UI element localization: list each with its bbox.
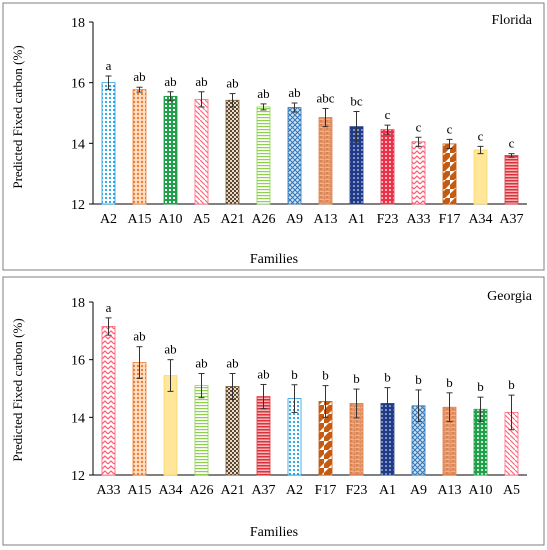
significance-letter: b xyxy=(384,370,391,385)
significance-letter: a xyxy=(106,58,112,73)
x-tick-label: A1 xyxy=(379,483,396,498)
x-tick-label: F17 xyxy=(439,212,461,227)
significance-letter: b xyxy=(322,368,329,383)
significance-letter: ab xyxy=(133,69,145,84)
x-tick-label: A37 xyxy=(499,212,523,227)
y-tick-label: 16 xyxy=(71,77,85,92)
significance-letter: ab xyxy=(226,356,238,371)
significance-letter: b xyxy=(415,372,422,387)
bar-a13 xyxy=(318,117,333,205)
bar-a10 xyxy=(163,95,178,205)
x-tick-label: A10 xyxy=(468,483,492,498)
x-tick-label: A2 xyxy=(100,212,117,227)
x-tick-label: A34 xyxy=(158,483,182,498)
significance-letter: ab xyxy=(195,74,207,89)
x-tick-label: A15 xyxy=(127,483,151,498)
y-tick-label: 18 xyxy=(71,296,85,311)
x-tick-label: A26 xyxy=(189,483,213,498)
bar-a15 xyxy=(132,89,147,205)
x-axis-label: Families xyxy=(250,525,298,540)
significance-letter: b xyxy=(446,375,453,390)
significance-letter: b xyxy=(353,371,360,386)
georgia-panel: Georgia Predicted Fixed carbon (%) Famil… xyxy=(2,276,545,546)
x-tick-label: F23 xyxy=(377,212,399,227)
bar-a5 xyxy=(194,98,209,205)
bar-a21 xyxy=(225,99,240,205)
significance-letter: ab xyxy=(164,342,176,357)
x-tick-label: A13 xyxy=(437,483,461,498)
significance-letter: b xyxy=(291,367,298,382)
panel-title: Georgia xyxy=(487,289,533,304)
y-axis-label: Predicted Fixed carbon (%) xyxy=(10,45,25,188)
y-tick-label: 12 xyxy=(71,198,85,213)
x-tick-label: A33 xyxy=(96,483,120,498)
plot-area: 12 14 16 18 a A2 ab A15 ab A10 ab A5 ab A21 ab A26 ab A9 a… xyxy=(71,16,527,227)
significance-letter: ab xyxy=(195,356,207,371)
y-tick-label: 14 xyxy=(71,411,85,426)
y-tick-label: 16 xyxy=(71,354,85,369)
x-tick-label: A37 xyxy=(251,483,275,498)
panel-title: Florida xyxy=(492,13,533,28)
y-axis-label: Predicted Fixed carbon (%) xyxy=(10,318,25,461)
florida-panel: Florida Predicted Fixed carbon (%) Famil… xyxy=(2,2,545,271)
x-tick-label: A10 xyxy=(158,212,182,227)
bar-a26 xyxy=(194,385,209,476)
x-tick-label: A9 xyxy=(410,483,427,498)
bar-a15 xyxy=(132,362,147,476)
x-tick-label: A26 xyxy=(251,212,275,227)
x-tick-label: A13 xyxy=(313,212,337,227)
x-tick-label: A2 xyxy=(286,483,303,498)
bar-a33 xyxy=(411,141,426,205)
x-tick-label: A9 xyxy=(286,212,303,227)
bar-f23 xyxy=(380,129,395,205)
x-tick-label: A34 xyxy=(468,212,492,227)
significance-letter: ab xyxy=(164,74,176,89)
x-tick-label: A21 xyxy=(220,483,244,498)
y-tick-label: 12 xyxy=(71,469,85,484)
significance-letter: ab xyxy=(257,86,269,101)
significance-letter: c xyxy=(447,121,453,136)
x-tick-label: F23 xyxy=(346,483,368,498)
significance-letter: ab xyxy=(226,76,238,91)
x-tick-label: F17 xyxy=(315,483,337,498)
x-axis-label: Families xyxy=(250,252,298,267)
significance-letter: ab xyxy=(133,329,145,344)
bar-a33 xyxy=(101,326,116,476)
plot-area: 12 14 16 18 a A33 ab A15 ab A34 ab A26 ab A21 ab A37 b A2… xyxy=(71,296,527,498)
significance-letter: c xyxy=(416,119,422,134)
x-tick-label: A5 xyxy=(193,212,210,227)
x-tick-label: A5 xyxy=(503,483,520,498)
significance-letter: c xyxy=(385,107,391,122)
bar-a9 xyxy=(287,107,302,205)
significance-letter: b xyxy=(477,379,484,394)
significance-letter: a xyxy=(106,300,112,315)
y-tick-label: 14 xyxy=(71,137,85,152)
significance-letter: ab xyxy=(288,85,300,100)
x-tick-label: A1 xyxy=(348,212,365,227)
significance-letter: abc xyxy=(316,90,334,105)
x-tick-label: A33 xyxy=(406,212,430,227)
y-tick-label: 18 xyxy=(71,16,85,31)
bar-a2 xyxy=(101,82,116,205)
bar-a26 xyxy=(256,106,271,205)
significance-letter: bc xyxy=(350,93,363,108)
significance-letter: c xyxy=(478,128,484,143)
bar-a34 xyxy=(473,149,488,205)
x-tick-label: A15 xyxy=(127,212,151,227)
significance-letter: ab xyxy=(257,366,269,381)
bar-f17 xyxy=(442,143,457,205)
significance-letter: b xyxy=(508,377,515,392)
significance-letter: c xyxy=(509,136,515,151)
bar-a37 xyxy=(504,155,519,205)
x-tick-label: A21 xyxy=(220,212,244,227)
